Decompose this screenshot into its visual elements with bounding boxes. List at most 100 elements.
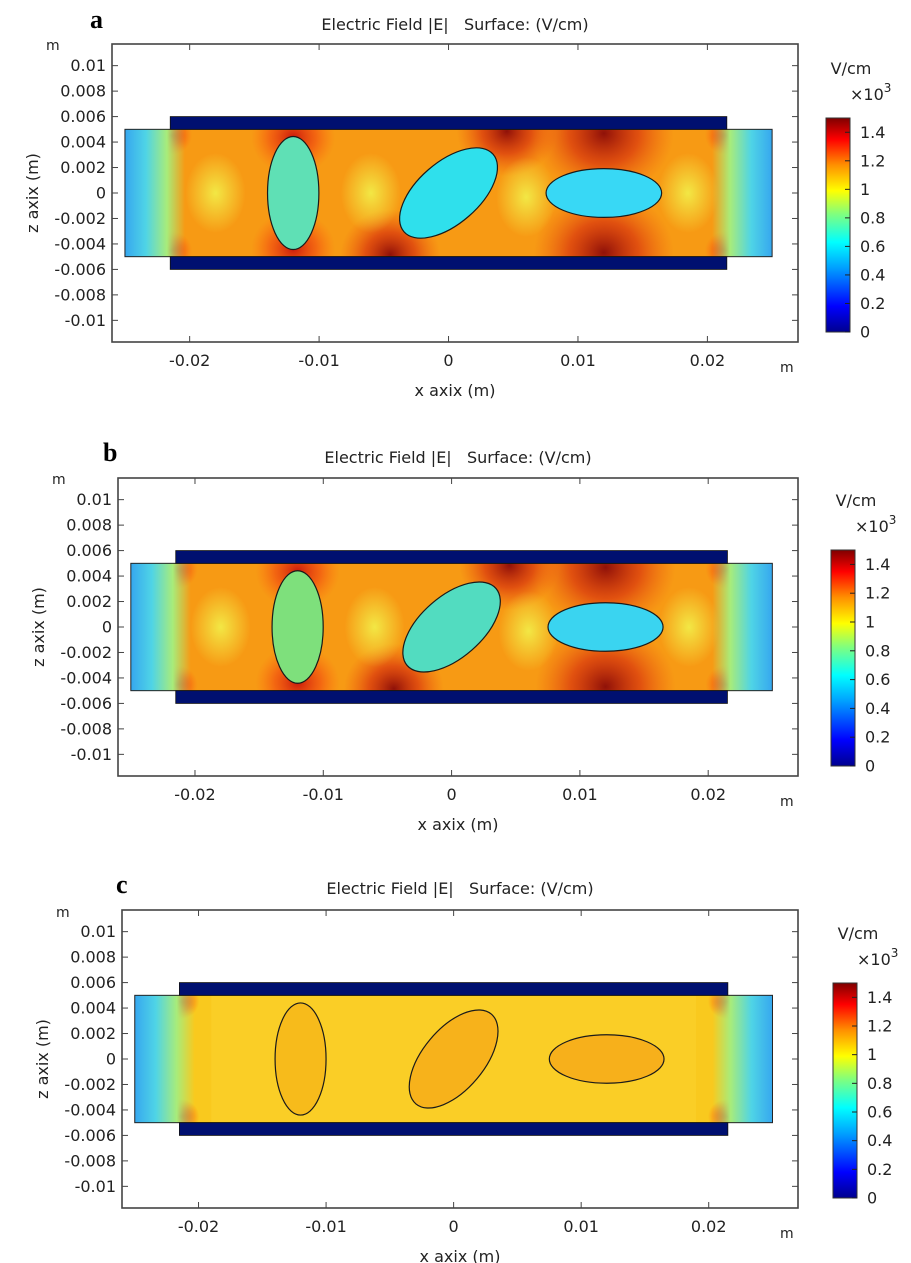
plot-title: Electric Field |E| Surface: (V/cm): [321, 15, 588, 34]
x-tick-label: 0.01: [560, 351, 596, 370]
x-tick-label: -0.01: [305, 1217, 346, 1236]
x-tick-label: -0.02: [178, 1217, 219, 1236]
x-tick-label: 0.01: [563, 1217, 599, 1236]
y-tick-label: -0.006: [64, 1126, 116, 1145]
colorbar-tick-label: 1.2: [865, 584, 890, 603]
field-edge-left: [134, 995, 195, 1123]
y-tick-label: -0.004: [64, 1100, 116, 1119]
y-unit-label: m: [46, 38, 60, 54]
x-axis-label: x axix (m): [415, 381, 496, 400]
panel-a: a Electric Field |E| Surface: (V/cm) -0.02…: [23, 5, 891, 400]
field-low-zone: [498, 591, 559, 671]
y-tick-label: -0.004: [54, 234, 106, 253]
colorbar-tick-label: 1.2: [867, 1017, 892, 1036]
colorbar-tick-label: 1: [860, 180, 870, 199]
field-low-zone: [658, 587, 719, 667]
x-unit-label: m: [780, 1226, 794, 1242]
y-tick-label: 0.008: [66, 516, 112, 535]
colorbar-tick-label: 0: [860, 323, 870, 342]
y-tick-label: 0.002: [70, 1024, 116, 1043]
y-tick-label: 0.01: [80, 922, 116, 941]
y-tick-label: 0.004: [66, 567, 112, 586]
y-tick-label: -0.002: [54, 209, 106, 228]
y-tick-label: -0.004: [60, 668, 112, 687]
electrode-top: [178, 982, 729, 996]
colorbar-unit: V/cm: [836, 491, 877, 510]
x-tick-label: -0.01: [298, 351, 339, 370]
x-tick-label: 0.01: [562, 785, 598, 804]
y-tick-label: 0: [102, 618, 112, 637]
colorbar-tick-label: 1.4: [867, 988, 892, 1007]
x-tick-label: 0.02: [690, 785, 726, 804]
x-unit-label: m: [780, 360, 794, 376]
inclusion-2: [398, 147, 499, 239]
y-tick-label: 0.01: [76, 490, 112, 509]
colorbar-tick-label: 1: [867, 1045, 877, 1064]
colorbar-multiplier-exponent: 3: [891, 946, 899, 960]
colorbar-tick-label: 0: [867, 1189, 877, 1208]
y-tick-label: -0.008: [54, 285, 106, 304]
y-tick-label: -0.002: [64, 1075, 116, 1094]
colorbar-tick-label: 1.4: [865, 555, 890, 574]
colorbar: V/cm ×103 1.4 1.2 1 0.8 0.6 0.4 0.2 0: [825, 59, 891, 342]
colorbar-unit: V/cm: [838, 924, 879, 943]
y-tick-label: -0.008: [60, 719, 112, 738]
y-tick-label: 0.006: [70, 973, 116, 992]
colorbar-tick-label: 0.2: [865, 728, 890, 747]
electrode-bottom: [175, 690, 728, 704]
field-edge-right: [712, 129, 773, 257]
colorbar-gradient: [830, 549, 856, 767]
inclusion-3: [547, 602, 664, 652]
y-tick-label: 0.01: [70, 56, 106, 75]
colorbar-multiplier: ×103: [857, 946, 898, 969]
colorbar-tick-label: 0.8: [860, 208, 885, 227]
x-axis-label: x axix (m): [420, 1247, 501, 1263]
x-tick-label: 0.02: [690, 351, 726, 370]
colorbar-tick-label: 0.8: [867, 1074, 892, 1093]
y-tick-label: 0: [106, 1050, 116, 1069]
y-tick-label: 0.004: [60, 133, 106, 152]
colorbar-gradient: [825, 117, 851, 333]
y-tick-label: 0.006: [66, 541, 112, 560]
y-tick-label: -0.002: [60, 643, 112, 662]
panel-letter: c: [116, 870, 128, 899]
colorbar-tick-label: 1: [865, 613, 875, 632]
y-tick-label: 0.006: [60, 107, 106, 126]
colorbar-multiplier: ×103: [850, 81, 891, 104]
inclusion-1: [274, 1002, 327, 1116]
inclusion-3: [548, 1034, 665, 1084]
field-edge-right: [712, 995, 773, 1123]
y-tick-label: 0.008: [60, 82, 106, 101]
x-tick-label: -0.02: [174, 785, 215, 804]
y-tick-label: -0.01: [75, 1177, 116, 1196]
colorbar-gradient: [832, 982, 858, 1199]
field-low-zone: [185, 153, 246, 233]
x-tick-label: 0: [443, 351, 453, 370]
panel-b: b Electric Field |E| Surface: (V/cm) -0.02…: [29, 438, 896, 834]
field-low-zone: [496, 157, 557, 237]
colorbar-tick-label: 0.4: [860, 265, 885, 284]
y-axis-label: z axix (m): [23, 153, 42, 233]
y-tick-label: -0.01: [71, 745, 112, 764]
x-tick-label: 0: [446, 785, 456, 804]
colorbar-tick-label: 1.4: [860, 123, 885, 142]
panel-letter: b: [103, 438, 117, 467]
field-low-zone: [340, 153, 401, 233]
y-unit-label: m: [56, 905, 70, 921]
x-axis-label: x axix (m): [418, 815, 499, 834]
colorbar-tick-label: 0.4: [867, 1131, 892, 1150]
inclusion-1: [266, 135, 320, 251]
y-axis-label: z axix (m): [33, 1019, 52, 1099]
y-unit-label: m: [52, 472, 66, 488]
colorbar-tick-label: 1.2: [860, 151, 885, 170]
field-low-zone: [190, 587, 251, 667]
colorbar-tick-label: 0.2: [867, 1160, 892, 1179]
electrode-bottom: [169, 256, 728, 270]
electrode-top: [169, 116, 728, 130]
inclusion-3: [545, 168, 663, 218]
electrode-bottom: [178, 1122, 729, 1136]
x-unit-label: m: [780, 794, 794, 810]
plot-title: Electric Field |E| Surface: (V/cm): [324, 448, 591, 467]
y-tick-label: 0.008: [70, 948, 116, 967]
